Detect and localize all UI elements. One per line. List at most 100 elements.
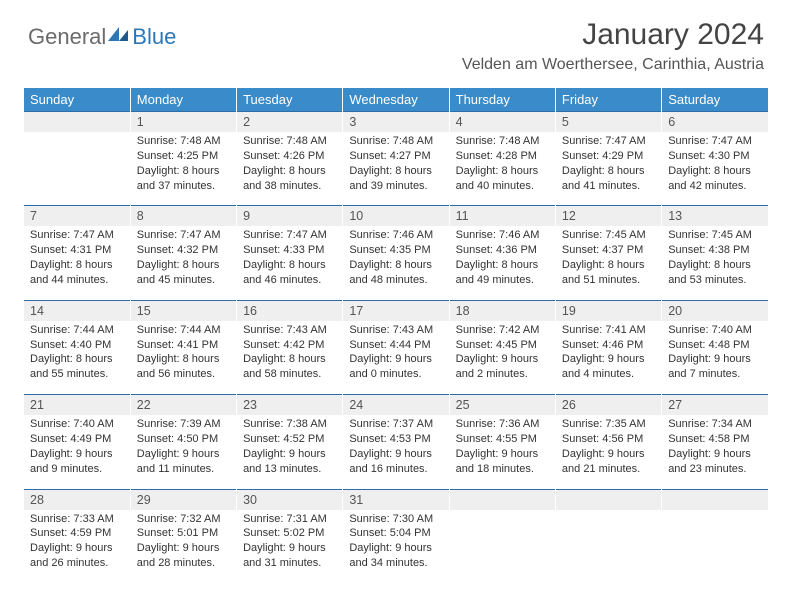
sunset-text: Sunset: 4:45 PM [456,338,549,353]
sunset-text: Sunset: 4:49 PM [30,432,124,447]
dow-monday: Monday [130,88,236,112]
day-content-cell: Sunrise: 7:41 AMSunset: 4:46 PMDaylight:… [555,321,661,395]
sunrise-text: Sunrise: 7:47 AM [562,134,655,149]
day-content-cell: Sunrise: 7:43 AMSunset: 4:44 PMDaylight:… [343,321,449,395]
day-number: 2 [243,115,250,129]
sunset-text: Sunset: 4:53 PM [349,432,442,447]
day-content-cell: Sunrise: 7:48 AMSunset: 4:28 PMDaylight:… [449,132,555,206]
content-row: Sunrise: 7:47 AMSunset: 4:31 PMDaylight:… [24,226,768,300]
day-number: 19 [562,304,576,318]
daylight-text-1: Daylight: 9 hours [668,352,762,367]
day-number: 6 [668,115,675,129]
daylight-text-1: Daylight: 9 hours [30,541,124,556]
sunset-text: Sunset: 4:55 PM [456,432,549,447]
day-number: 3 [349,115,356,129]
daylight-text-1: Daylight: 9 hours [349,541,442,556]
day-content-cell: Sunrise: 7:46 AMSunset: 4:36 PMDaylight:… [449,226,555,300]
day-number-cell: 11 [449,206,555,227]
logo-word-blue: Blue [132,24,176,50]
day-content-cell: Sunrise: 7:48 AMSunset: 4:26 PMDaylight:… [237,132,343,206]
daylight-text-1: Daylight: 8 hours [137,258,230,273]
daylight-text-1: Daylight: 9 hours [456,447,549,462]
daylight-text-1: Daylight: 9 hours [349,447,442,462]
day-content-cell: Sunrise: 7:48 AMSunset: 4:27 PMDaylight:… [343,132,449,206]
daylight-text-2: and 18 minutes. [456,462,549,477]
day-content-cell: Sunrise: 7:37 AMSunset: 4:53 PMDaylight:… [343,415,449,489]
sunrise-text: Sunrise: 7:47 AM [30,228,124,243]
calendar-table: Sunday Monday Tuesday Wednesday Thursday… [24,88,768,583]
sunrise-text: Sunrise: 7:35 AM [562,417,655,432]
sunrise-text: Sunrise: 7:30 AM [349,512,442,527]
sunset-text: Sunset: 4:28 PM [456,149,549,164]
day-number: 4 [456,115,463,129]
day-number-cell: 5 [555,112,661,133]
day-number-cell: 2 [237,112,343,133]
day-number: 25 [456,398,470,412]
dow-thursday: Thursday [449,88,555,112]
title-group: January 2024 Velden am Woerthersee, Cari… [462,18,764,74]
day-content-cell [662,510,768,583]
day-content-cell: Sunrise: 7:47 AMSunset: 4:32 PMDaylight:… [130,226,236,300]
sunset-text: Sunset: 4:42 PM [243,338,336,353]
day-number: 5 [562,115,569,129]
daylight-text-2: and 37 minutes. [137,179,230,194]
daylight-text-2: and 41 minutes. [562,179,655,194]
sunrise-text: Sunrise: 7:41 AM [562,323,655,338]
day-number: 23 [243,398,257,412]
day-number-cell: 9 [237,206,343,227]
daylight-text-2: and 38 minutes. [243,179,336,194]
day-number-cell: 12 [555,206,661,227]
sunset-text: Sunset: 4:36 PM [456,243,549,258]
daylight-text-1: Daylight: 9 hours [562,352,655,367]
sunrise-text: Sunrise: 7:47 AM [243,228,336,243]
sunrise-text: Sunrise: 7:48 AM [456,134,549,149]
daylight-text-1: Daylight: 8 hours [349,258,442,273]
daylight-text-2: and 28 minutes. [137,556,230,571]
day-number: 11 [456,209,469,223]
daylight-text-1: Daylight: 9 hours [349,352,442,367]
daylight-text-2: and 31 minutes. [243,556,336,571]
day-content-cell [24,132,130,206]
logo-mark-icon [108,25,130,46]
sunrise-text: Sunrise: 7:32 AM [137,512,230,527]
sunset-text: Sunset: 4:35 PM [349,243,442,258]
daylight-text-1: Daylight: 8 hours [456,258,549,273]
day-number-cell: 10 [343,206,449,227]
day-number: 20 [668,304,682,318]
day-content-cell: Sunrise: 7:36 AMSunset: 4:55 PMDaylight:… [449,415,555,489]
day-number: 1 [137,115,144,129]
day-number-cell [24,112,130,133]
day-content-cell: Sunrise: 7:46 AMSunset: 4:35 PMDaylight:… [343,226,449,300]
daylight-text-1: Daylight: 9 hours [243,541,336,556]
daylight-text-2: and 46 minutes. [243,273,336,288]
daylight-text-1: Daylight: 9 hours [137,541,230,556]
daylight-text-2: and 49 minutes. [456,273,549,288]
day-content-cell: Sunrise: 7:48 AMSunset: 4:25 PMDaylight:… [130,132,236,206]
daylight-text-1: Daylight: 9 hours [243,447,336,462]
sunset-text: Sunset: 5:04 PM [349,526,442,541]
sunset-text: Sunset: 4:37 PM [562,243,655,258]
sunrise-text: Sunrise: 7:43 AM [349,323,442,338]
sunset-text: Sunset: 4:27 PM [349,149,442,164]
sunrise-text: Sunrise: 7:40 AM [30,417,124,432]
content-row: Sunrise: 7:44 AMSunset: 4:40 PMDaylight:… [24,321,768,395]
sunset-text: Sunset: 4:41 PM [137,338,230,353]
day-number-cell: 8 [130,206,236,227]
sunrise-text: Sunrise: 7:44 AM [137,323,230,338]
daylight-text-1: Daylight: 9 hours [137,447,230,462]
day-number: 16 [243,304,257,318]
sunset-text: Sunset: 4:31 PM [30,243,124,258]
sunset-text: Sunset: 4:30 PM [668,149,762,164]
dow-saturday: Saturday [662,88,768,112]
sunset-text: Sunset: 4:58 PM [668,432,762,447]
daylight-text-1: Daylight: 8 hours [456,164,549,179]
sunset-text: Sunset: 4:59 PM [30,526,124,541]
sunrise-text: Sunrise: 7:37 AM [349,417,442,432]
logo-word-general: General [28,24,106,50]
daylight-text-2: and 4 minutes. [562,367,655,382]
daylight-text-2: and 7 minutes. [668,367,762,382]
day-number: 28 [30,493,44,507]
daylight-text-2: and 9 minutes. [30,462,124,477]
daylight-text-2: and 21 minutes. [562,462,655,477]
day-number-cell: 29 [130,489,236,510]
